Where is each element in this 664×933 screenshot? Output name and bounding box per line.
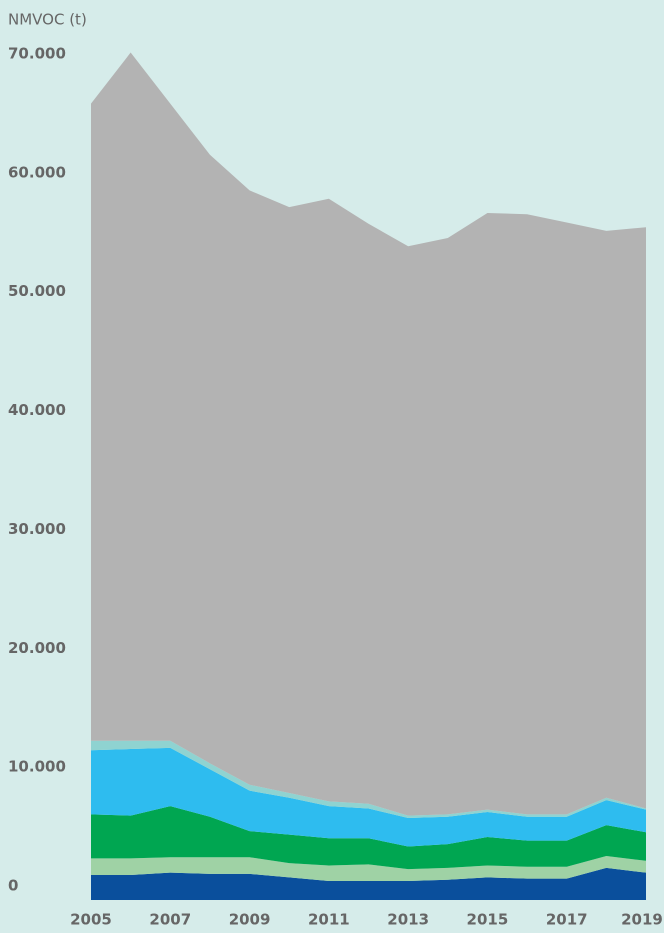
x-tick-label: 2007: [149, 911, 191, 929]
area: [91, 806, 646, 870]
area: [91, 747, 646, 847]
y-tick-label: 40.000: [8, 401, 66, 419]
y-tick-label: 50.000: [8, 282, 66, 300]
y-tick-label: 0: [8, 877, 18, 895]
y-axis-label: NMVOC (t): [8, 11, 87, 29]
y-tick-label: 20.000: [8, 639, 66, 657]
y-tick-label: 70.000: [8, 45, 66, 63]
area: [91, 856, 646, 881]
x-tick-label: 2005: [70, 911, 112, 929]
y-tick-label: 30.000: [8, 520, 66, 538]
area: [91, 867, 646, 900]
x-tick-label: 2017: [546, 911, 588, 929]
x-tick-label: 2013: [387, 911, 429, 929]
x-tick-label: 2015: [467, 911, 509, 929]
y-tick-label: 10.000: [8, 758, 66, 776]
area: [91, 52, 646, 816]
x-tick-label: 2019: [621, 911, 663, 929]
area: [91, 740, 646, 818]
x-tick-label: 2011: [308, 911, 350, 929]
x-tick-label: 2009: [229, 911, 271, 929]
y-tick-label: 60.000: [8, 163, 66, 181]
